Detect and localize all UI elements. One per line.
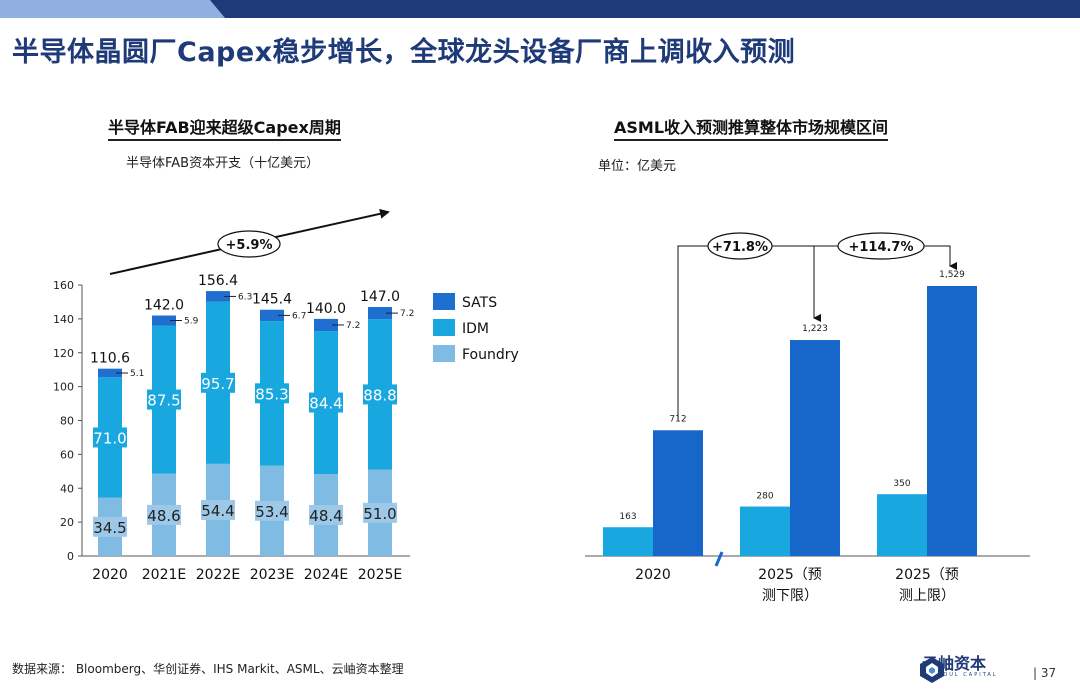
idm-value-label: 95.7 [201, 375, 234, 393]
company-logo: 云岫资本 WINSOUL CAPITAL [918, 656, 998, 683]
annotation-label-2: +114.7% [848, 240, 913, 255]
value-label-low: 280 [756, 492, 773, 502]
logo-mark-icon [920, 657, 944, 683]
idm-label-box [201, 372, 235, 393]
right-category-label: 测下限） [762, 588, 818, 604]
legend-swatch-foundry [433, 345, 455, 362]
sats-value-label: 6.7 [292, 311, 306, 321]
foundry-label-box [255, 500, 289, 521]
left-y-tick-label: 20 [60, 516, 74, 529]
total-value-label: 142.0 [144, 297, 184, 313]
right-category-label: 2025（预 [895, 567, 959, 583]
bar-low-0 [603, 527, 653, 556]
legend-label-sats: SATS [462, 295, 497, 311]
idm-value-label: 87.5 [147, 392, 180, 410]
sats-value-label: 5.1 [130, 369, 144, 379]
left-category-label: 2021E [142, 567, 186, 583]
right-category-label: 测上限） [899, 588, 955, 604]
left-y-tick-label: 60 [60, 448, 74, 461]
total-value-label: 110.6 [90, 351, 130, 367]
total-value-label: 147.0 [360, 289, 400, 305]
left-category-label: 2023E [250, 567, 294, 583]
sats-value-label: 7.2 [346, 321, 360, 331]
foundry-value-label: 53.4 [255, 503, 288, 521]
foundry-value-label: 48.4 [309, 507, 342, 525]
total-value-label: 140.0 [306, 301, 346, 317]
bar-high-2 [927, 286, 977, 556]
right-category-label: 2025（预 [758, 567, 822, 583]
foundry-value-label: 54.4 [201, 502, 234, 520]
bar-sats-2020 [98, 368, 122, 378]
legend-swatch-idm [433, 319, 455, 336]
foundry-label-box [309, 505, 343, 526]
right-chart-subtitle: 单位：亿美元 [598, 159, 677, 174]
sats-value-label: 7.2 [400, 309, 414, 319]
left-category-label: 2022E [196, 567, 240, 583]
idm-label-box [147, 389, 181, 410]
value-label-low: 163 [619, 512, 636, 522]
idm-label-box [363, 384, 397, 405]
right-category-label: 2020 [635, 567, 671, 583]
bar-sats-2024E [314, 318, 338, 332]
left-category-label: 2024E [304, 567, 348, 583]
source-note: 数据来源： Bloomberg、华创证券、IHS Markit、ASML、云岫资… [12, 662, 404, 676]
idm-value-label: 85.3 [255, 385, 288, 403]
legend-swatch-sats [433, 293, 455, 310]
left-y-tick-label: 40 [60, 482, 74, 495]
bar-high-0 [653, 430, 703, 556]
value-label-low: 350 [893, 479, 910, 489]
logo-subtext: WINSOUL CAPITAL [922, 672, 998, 678]
annotation-ellipse-2 [837, 232, 925, 260]
bar-low-1 [740, 506, 790, 556]
left-y-tick-label: 160 [53, 279, 74, 292]
slide-title: 半导体晶圆厂Capex稳步增长，全球龙头设备厂商上调收入预测 [12, 37, 796, 68]
foundry-label-box [147, 504, 181, 525]
top-banner [0, 0, 1080, 18]
legend-label-idm: IDM [462, 321, 489, 337]
legend-label-foundry: Foundry [462, 347, 519, 363]
axis-break-mark [714, 551, 724, 567]
page-number: | 37 [1033, 666, 1057, 680]
left-y-tick-label: 120 [53, 347, 74, 360]
left-category-label: 2025E [358, 567, 402, 583]
bar-sats-2021E [152, 315, 176, 326]
total-value-label: 145.4 [252, 292, 292, 308]
value-label-high: 1,223 [802, 324, 828, 334]
bar-low-2 [877, 494, 927, 556]
value-label-high: 1,529 [939, 270, 965, 280]
left-y-tick-label: 80 [60, 415, 74, 428]
bar-sats-2025E [368, 307, 392, 320]
idm-label-box [309, 392, 343, 413]
bar-sats-2023E [260, 309, 284, 322]
growth-annotation-ellipse [217, 230, 281, 258]
idm-label-box [255, 383, 289, 404]
annotation-label-1: +71.8% [712, 240, 768, 255]
foundry-value-label: 51.0 [363, 505, 396, 523]
foundry-value-label: 48.6 [147, 507, 180, 525]
left-y-tick-label: 140 [53, 313, 74, 326]
idm-value-label: 84.4 [309, 395, 342, 413]
foundry-label-box [363, 502, 397, 523]
bar-sats-2022E [206, 291, 230, 302]
idm-value-label: 71.0 [93, 429, 126, 447]
idm-value-label: 88.8 [363, 386, 396, 404]
foundry-label-box [201, 499, 235, 520]
total-value-label: 156.4 [198, 273, 238, 289]
left-y-tick-label: 100 [53, 381, 74, 394]
left-chart-title: 半导体FAB迎来超级Capex周期 [108, 114, 341, 141]
sats-value-label: 6.3 [238, 292, 252, 302]
foundry-value-label: 34.5 [93, 519, 126, 537]
annotation-ellipse-1 [707, 232, 773, 260]
left-category-label: 2020 [92, 567, 128, 583]
bar-high-1 [790, 340, 840, 556]
idm-label-box [93, 427, 127, 448]
left-y-tick-label: 0 [67, 550, 74, 563]
right-chart-title: ASML收入预测推算整体市场规模区间 [614, 114, 889, 141]
sats-value-label: 5.9 [184, 316, 199, 326]
left-chart-subtitle: 半导体FAB资本开支（十亿美元） [126, 156, 320, 171]
foundry-label-box [93, 516, 127, 537]
growth-annotation-label: +5.9% [226, 238, 273, 253]
